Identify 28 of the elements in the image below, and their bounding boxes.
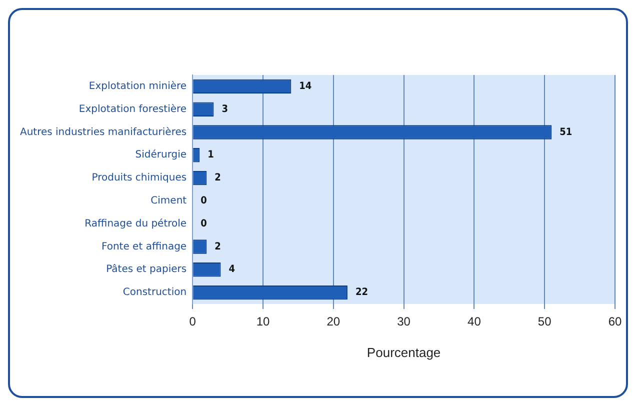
x-tick-label: 50 <box>538 314 552 329</box>
y-tick-label: Explotation forestière <box>78 104 187 115</box>
y-tick-label: Explotation minière <box>88 81 187 92</box>
data-label: 1 <box>208 150 214 161</box>
y-tick-label: Sidérurgie <box>135 150 187 161</box>
y-tick-label: Fonte et affinage <box>101 241 187 252</box>
x-tick-label: 60 <box>608 314 622 329</box>
data-label: 0 <box>200 196 207 207</box>
x-tick-label: 30 <box>397 314 411 329</box>
data-label: 3 <box>222 104 228 115</box>
y-tick-label: Produits chimiques <box>92 172 187 184</box>
data-label: 14 <box>299 81 312 92</box>
x-axis-title: Pourcentage <box>366 344 441 360</box>
data-label: 22 <box>355 287 368 298</box>
y-tick-label: Raffinage du pétrole <box>84 218 187 230</box>
data-label: 4 <box>228 264 236 276</box>
y-tick-label: Pâtes et papiers <box>106 264 187 276</box>
y-tick-label: Ciment <box>150 196 187 207</box>
data-label: 2 <box>214 241 221 252</box>
y-tick-label: Construction <box>122 287 187 298</box>
x-tick-label: 20 <box>326 314 340 329</box>
y-tick-label: Autres industries manifacturières <box>20 126 187 138</box>
x-tick-label: 10 <box>256 314 270 329</box>
x-tick-label: 0 <box>189 314 196 329</box>
data-label: 0 <box>200 218 207 230</box>
data-label: 2 <box>214 172 221 184</box>
x-tick-label: 40 <box>468 314 482 329</box>
data-label: 51 <box>560 126 572 138</box>
